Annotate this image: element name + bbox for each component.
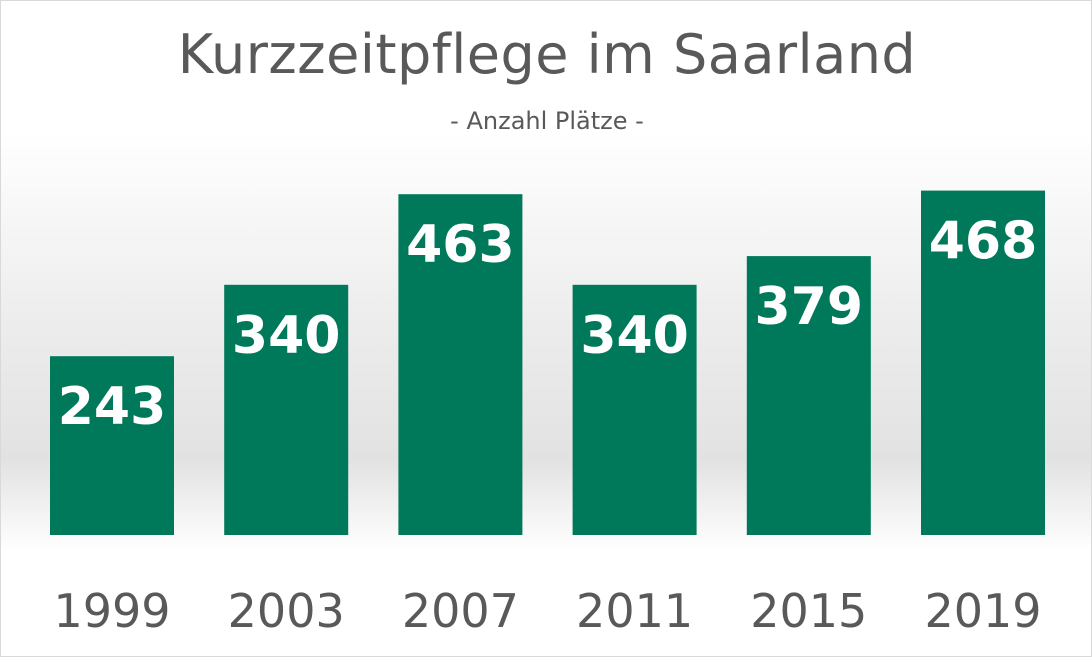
x-tick-2011: 2011: [576, 584, 693, 638]
x-axis-tick-labels: 1999 2003 2007 2011 2015 2019: [53, 584, 1041, 638]
bar-2003: [224, 284, 349, 535]
bar-1999: [50, 356, 174, 535]
data-labels-layer: 243 340 463 340 379 468: [58, 212, 1038, 438]
data-label-2011: 340: [580, 306, 689, 366]
bar-2019: [921, 190, 1045, 535]
x-tick-2015: 2015: [750, 584, 867, 638]
data-label-1999: 243: [58, 377, 167, 437]
x-tick-2003: 2003: [228, 584, 345, 638]
bar-2015: [746, 256, 871, 535]
x-tick-2007: 2007: [402, 584, 519, 638]
x-tick-1999: 1999: [53, 584, 170, 638]
data-label-2007: 463: [406, 215, 515, 275]
bar-2011: [572, 284, 697, 535]
x-tick-2019: 2019: [924, 584, 1041, 638]
bar-2007: [398, 194, 523, 535]
bars-layer: [50, 190, 1045, 535]
data-label-2015: 379: [755, 277, 864, 337]
chart-title: Kurzzeitpflege im Saarland: [177, 23, 917, 86]
data-label-2019: 468: [929, 212, 1038, 272]
data-label-2003: 340: [232, 306, 341, 366]
chart-subtitle: - Anzahl Plätze -: [450, 107, 644, 135]
